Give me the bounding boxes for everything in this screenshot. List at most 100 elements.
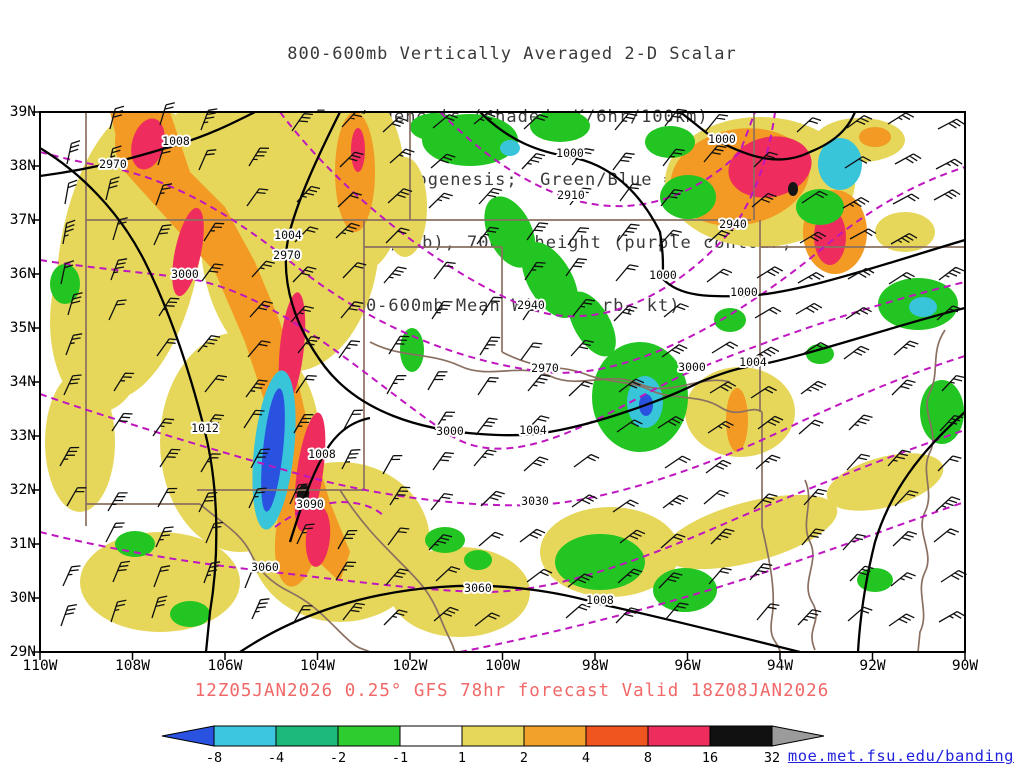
shaded-region-green: [170, 601, 210, 627]
contour-label: 3030: [521, 494, 549, 508]
frontogenesis-shading-layer: [45, 112, 964, 637]
x-tick-label: 108W: [115, 658, 150, 674]
shaded-region-red: [351, 128, 365, 172]
state-borders-layer: [85, 112, 965, 652]
shaded-region-yellow: [383, 157, 427, 257]
x-tick-label: 102W: [392, 658, 428, 674]
shaded-region-green: [857, 568, 893, 592]
height-contour: [40, 429, 965, 594]
contour-label: 2940: [719, 217, 747, 231]
contour-labels-layer: 2970 1008 1000 2910 1000 2940 1004 2970 3000 1000…: [97, 130, 769, 609]
shaded-region-yellow: [826, 453, 944, 511]
contour-label: 1008: [586, 593, 614, 607]
site-link[interactable]: moe.met.fsu.edu/banding: [787, 747, 1014, 765]
mslp-contour: [856, 411, 965, 652]
shaded-region-orange: [726, 388, 748, 452]
title-line-1: 800-600mb Vertically Averaged 2-D Scalar: [287, 44, 737, 64]
shaded-region-green: [530, 112, 590, 142]
shaded-region-green: [484, 196, 536, 268]
shaded-region-green: [806, 344, 834, 364]
contour-label: 1012: [191, 421, 219, 435]
x-tick-label: 92W: [859, 658, 886, 674]
river: [761, 526, 781, 652]
x-tick-label: 106W: [207, 658, 243, 674]
colorbar-segment: [523, 725, 587, 747]
y-tick-label: 38N: [9, 158, 36, 174]
forecast-caption: 12Z05JAN2026 0.25° GFS 78hr forecast Val…: [194, 681, 830, 701]
shaded-region-green: [714, 308, 746, 332]
colorbar-tick-label: 8: [644, 750, 652, 766]
height-contour: [40, 151, 965, 374]
mslp-contours-layer: [40, 112, 965, 652]
mslp-contour: [679, 112, 857, 161]
shaded-region-green: [425, 527, 465, 553]
contour-label: 2940: [517, 298, 545, 312]
colorbar-segment: [647, 725, 711, 747]
contour-label: 2970: [273, 248, 301, 262]
shaded-region-green: [521, 242, 579, 318]
contour-label: 1008: [162, 134, 190, 148]
mslp-contour: [284, 112, 965, 437]
colorbar-arrow-right: [771, 725, 825, 747]
river: [917, 329, 946, 652]
colorbar: -8 -4 -2 -1 1 2 4 8 16 32: [161, 725, 825, 766]
height-contour: [279, 112, 776, 318]
pecos-river: [339, 489, 456, 652]
y-tick-label: 36N: [9, 266, 36, 282]
contour-label: 1000: [556, 146, 584, 160]
shaded-region-green: [796, 189, 844, 225]
shaded-region-blue: [261, 388, 285, 512]
contour-label: 1008: [308, 447, 336, 461]
colorbar-tick-label: 2: [520, 750, 528, 766]
y-tick-label: 33N: [9, 428, 36, 444]
colorbar-arrow-left: [161, 725, 215, 747]
contour-label: 1004: [274, 228, 302, 242]
colorbar-tick-label: -4: [268, 750, 284, 766]
colorbar-segment: [461, 725, 525, 747]
y-tick-label: 31N: [9, 536, 36, 552]
contour-label: 3000: [436, 424, 464, 438]
contour-label: 2970: [531, 361, 559, 375]
contour-label: 3060: [251, 560, 279, 574]
colorbar-tick-label: 32: [764, 750, 780, 766]
wind-barbs-layer: [59, 102, 967, 627]
shaded-region-orange: [859, 127, 891, 147]
x-tick-label: 94W: [766, 658, 794, 674]
y-tick-label: 39N: [9, 104, 36, 120]
contour-label: 3060: [464, 581, 492, 595]
colorbar-segment: [709, 725, 773, 747]
shaded-region-green: [400, 328, 424, 372]
x-tick-label: 100W: [485, 658, 520, 674]
shaded-region-green: [50, 264, 80, 304]
colorbar-segment: [275, 725, 339, 747]
colorbar-tick-label: 1: [458, 750, 466, 766]
700mb-height-contours-layer: [40, 112, 965, 652]
y-tick-label: 35N: [9, 320, 36, 336]
contour-label: 2910: [557, 188, 585, 202]
colorbar-segment: [585, 725, 649, 747]
mslp-contour: [479, 112, 965, 298]
shaded-region-yellow: [662, 494, 838, 570]
mslp-contour: [239, 584, 801, 652]
colorbar-tick-label: -8: [206, 750, 222, 766]
red-river: [501, 351, 763, 414]
y-tick-label: 30N: [9, 590, 36, 606]
mslp-contour: [40, 112, 256, 178]
contour-label: 1004: [519, 423, 547, 437]
colorbar-tick-label: -2: [330, 750, 346, 766]
shaded-region-red: [305, 507, 331, 567]
y-tick-label: 34N: [9, 374, 36, 390]
contour-label: 1000: [649, 268, 677, 282]
shaded-region-cyan: [500, 140, 520, 156]
shaded-region-orange: [335, 112, 375, 232]
mslp-contour: [40, 147, 218, 652]
colorbar-tick-label: -1: [392, 750, 408, 766]
colorbar-segment: [399, 725, 463, 747]
weather-map: 2970 1008 1000 2910 1000 2940 1004 2970 3000 1000…: [32, 102, 967, 660]
height-contour: [40, 259, 965, 450]
shaded-region-cyan: [909, 297, 937, 317]
x-tick-label: 90W: [951, 658, 979, 674]
x-tick-label: 110W: [22, 658, 58, 674]
height-contour: [40, 355, 965, 507]
contour-label: 1000: [730, 285, 758, 299]
